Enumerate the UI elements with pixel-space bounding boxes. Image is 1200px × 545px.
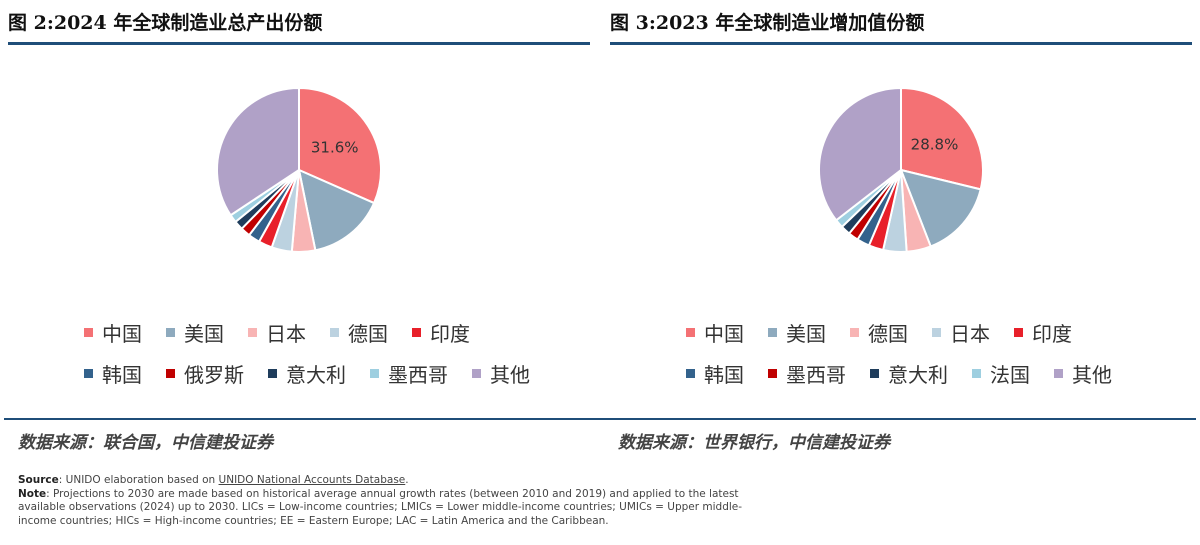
legend-swatch [84,369,93,378]
legend-swatch [768,369,777,378]
legend-label: 其他 [490,363,530,387]
divider [4,418,1196,420]
pie-slice-其他 [216,86,300,217]
legend-label: 意大利 [888,363,948,387]
legend-row: 韩国 墨西哥 意大利 法国 其他 [686,353,1186,394]
pie-slice-美国 [899,168,982,248]
footnote-note-label: Note [18,487,47,500]
legend-swatch [1054,369,1063,378]
legend-item-其他: 其他 [1054,359,1112,388]
legend-swatch [932,328,941,337]
legend-label: 其他 [1072,363,1112,387]
chart-legend: 中国 美国 日本 德国 印度韩国 俄罗斯 意大利 墨西哥 其他 [84,312,584,394]
legend-label: 中国 [704,322,744,346]
pie-slice-其他 [818,86,902,222]
pie-slice-美国 [297,168,376,252]
legend-row: 中国 美国 日本 德国 印度 [84,312,584,353]
legend-item-意大利: 意大利 [268,359,346,388]
legend-label: 日本 [266,322,306,346]
chart-legend: 中国 美国 德国 日本 印度韩国 墨西哥 意大利 法国 其他 [686,312,1186,394]
legend-label: 德国 [868,322,908,346]
legend-swatch [472,369,481,378]
legend-label: 印度 [1032,322,1072,346]
data-source: 数据来源：世界银行，中信建投证券 [618,433,890,453]
legend-item-韩国: 韩国 [686,359,744,388]
legend-item-意大利: 意大利 [870,359,948,388]
legend-row: 中国 美国 德国 日本 印度 [686,312,1186,353]
chart-title: 图 3:2023 年全球制造业增加值份额 [610,8,1192,45]
legend-label: 墨西哥 [388,363,448,387]
footnote-source-end: . [405,474,409,486]
legend-item-印度: 印度 [1014,318,1072,347]
data-source: 数据来源：联合国，中信建投证券 [18,433,273,453]
legend-item-其他: 其他 [472,359,530,388]
legend-label: 意大利 [286,363,346,387]
legend-swatch [412,328,421,337]
legend-swatch [330,328,339,337]
legend-item-韩国: 韩国 [84,359,142,388]
legend-item-墨西哥: 墨西哥 [768,359,846,388]
pie-slice-中国 [298,86,382,205]
legend-swatch [1014,328,1023,337]
legend-label: 德国 [348,322,388,346]
legend-item-美国: 美国 [768,318,826,347]
legend-label: 中国 [102,322,142,346]
legend-item-中国: 中国 [84,318,142,347]
legend-swatch [870,369,879,378]
footnote: Source: UNIDO elaboration based on UNIDO… [18,474,758,528]
data-label: 31.6% [311,139,359,157]
legend-swatch [972,369,981,378]
legend-label: 墨西哥 [786,363,846,387]
legend-item-法国: 法国 [972,359,1030,388]
pie-slice-中国 [900,86,984,191]
legend-item-印度: 印度 [412,318,470,347]
legend-swatch [84,328,93,337]
footnote-note-text: : Projections to 2030 are made based on … [18,487,743,527]
legend-swatch [268,369,277,378]
legend-item-美国: 美国 [166,318,224,347]
pie-chart: 28.8% [818,86,984,253]
legend-item-德国: 德国 [850,318,908,347]
legend-item-俄罗斯: 俄罗斯 [166,359,244,388]
legend-swatch [166,369,175,378]
legend-swatch [370,369,379,378]
data-label: 28.8% [911,136,959,154]
legend-swatch [686,369,695,378]
legend-item-墨西哥: 墨西哥 [370,359,448,388]
chart-title: 图 2:2024 年全球制造业总产出份额 [8,8,590,45]
footnote-source-link: UNIDO National Accounts Database [218,474,406,486]
legend-swatch [686,328,695,337]
legend-label: 美国 [786,322,826,346]
legend-label: 俄罗斯 [184,363,244,387]
legend-item-日本: 日本 [932,318,990,347]
legend-label: 美国 [184,322,224,346]
legend-swatch [166,328,175,337]
legend-label: 日本 [950,322,990,346]
legend-row: 韩国 俄罗斯 意大利 墨西哥 其他 [84,353,584,394]
footnote-source-text: : UNIDO elaboration based on [58,474,219,486]
legend-item-日本: 日本 [248,318,306,347]
legend-label: 法国 [990,363,1030,387]
pie-chart: 31.6% [216,86,382,253]
chart-panel-right: 图 3:2023 年全球制造业增加值份额 28.8% 中国 美国 德国 日本 印度韩国 墨… [610,0,1200,420]
footnote-source-label: Source [18,474,59,486]
legend-item-中国: 中国 [686,318,744,347]
legend-swatch [850,328,859,337]
legend-swatch [248,328,257,337]
legend-swatch [768,328,777,337]
legend-label: 韩国 [704,363,744,387]
legend-label: 韩国 [102,363,142,387]
chart-panel-left: 图 2:2024 年全球制造业总产出份额 31.6% 中国 美国 日本 德国 印度韩国 俄… [8,0,598,420]
legend-item-德国: 德国 [330,318,388,347]
legend-label: 印度 [430,322,470,346]
